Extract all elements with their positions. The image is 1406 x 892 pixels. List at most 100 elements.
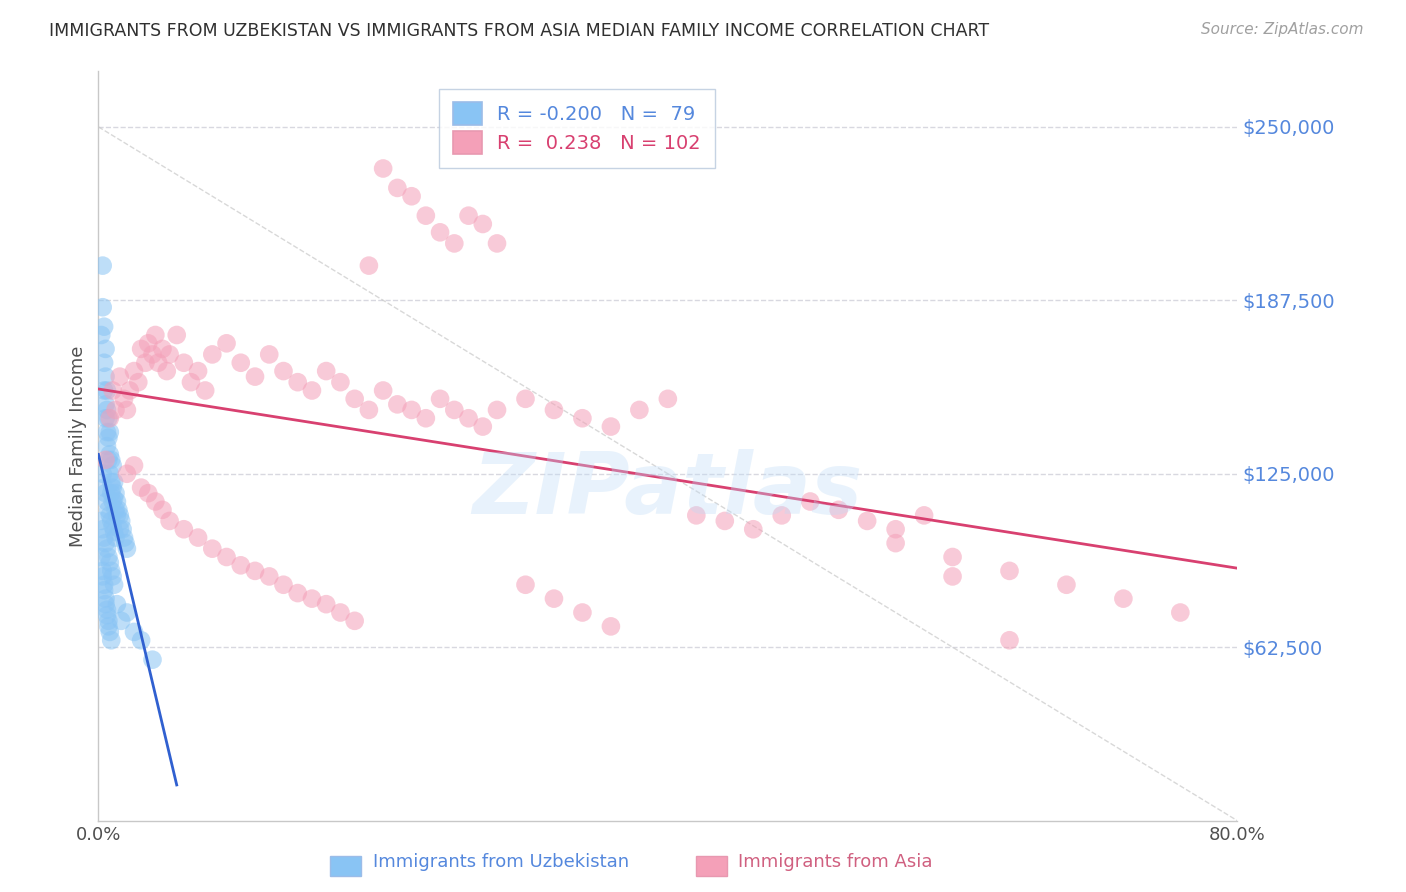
Point xyxy=(329,606,352,620)
Point xyxy=(373,161,395,176)
Point xyxy=(118,384,141,398)
Point xyxy=(628,403,651,417)
Point xyxy=(101,494,124,508)
Point xyxy=(110,614,132,628)
Point xyxy=(108,369,131,384)
Point xyxy=(98,508,121,523)
Point xyxy=(243,369,266,384)
Point xyxy=(112,392,135,406)
Point xyxy=(515,392,537,406)
Point xyxy=(429,225,451,239)
Point xyxy=(387,397,409,411)
Point xyxy=(100,475,122,489)
Point xyxy=(111,522,134,536)
Point xyxy=(93,356,115,370)
Point xyxy=(94,536,117,550)
Point xyxy=(187,531,209,545)
Point xyxy=(180,375,202,389)
Point xyxy=(97,411,120,425)
Point xyxy=(152,342,174,356)
Point xyxy=(373,384,395,398)
Point xyxy=(486,236,509,251)
Point xyxy=(515,578,537,592)
Point xyxy=(742,522,765,536)
Point xyxy=(96,494,118,508)
Point xyxy=(91,564,114,578)
Point xyxy=(108,508,131,523)
Point xyxy=(100,453,122,467)
Point xyxy=(229,356,252,370)
Point xyxy=(942,549,965,564)
Point xyxy=(97,614,120,628)
Point xyxy=(100,564,122,578)
Legend: R = -0.200   N =  79, R =  0.238   N = 102: R = -0.200 N = 79, R = 0.238 N = 102 xyxy=(439,88,714,168)
Point xyxy=(828,503,851,517)
Point xyxy=(98,411,121,425)
Text: ZIPatlas: ZIPatlas xyxy=(472,450,863,533)
Point xyxy=(387,181,409,195)
Point xyxy=(90,549,112,564)
Point xyxy=(401,189,423,203)
Point xyxy=(315,364,337,378)
Point xyxy=(243,564,266,578)
Point xyxy=(145,328,167,343)
Point xyxy=(105,597,128,611)
Point xyxy=(998,564,1021,578)
Point xyxy=(471,217,494,231)
Point xyxy=(104,403,127,417)
Point xyxy=(770,508,793,523)
Point xyxy=(101,519,124,533)
Point xyxy=(97,503,120,517)
Point xyxy=(98,624,121,639)
Point xyxy=(122,364,145,378)
Point xyxy=(98,447,121,461)
Point xyxy=(215,336,238,351)
Point xyxy=(93,583,115,598)
Point xyxy=(543,591,565,606)
Point xyxy=(136,336,159,351)
Point xyxy=(457,411,479,425)
Point xyxy=(101,569,124,583)
Point xyxy=(343,614,366,628)
Point xyxy=(156,364,179,378)
Point xyxy=(115,541,138,556)
Point xyxy=(122,458,145,473)
Point xyxy=(145,494,167,508)
Point xyxy=(315,597,337,611)
Point xyxy=(90,328,112,343)
Point xyxy=(301,384,323,398)
Point xyxy=(100,486,122,500)
Point xyxy=(443,403,465,417)
Point xyxy=(105,494,128,508)
Point xyxy=(114,536,136,550)
Point xyxy=(100,633,122,648)
Point xyxy=(942,569,965,583)
Point xyxy=(571,411,593,425)
Point xyxy=(115,467,138,481)
Point xyxy=(600,419,623,434)
Point xyxy=(357,259,380,273)
Point xyxy=(301,591,323,606)
Point xyxy=(166,328,188,343)
Text: Immigrants from Uzbekistan: Immigrants from Uzbekistan xyxy=(373,853,628,871)
Point xyxy=(94,591,117,606)
Point xyxy=(104,503,127,517)
Point xyxy=(159,514,181,528)
Point xyxy=(856,514,879,528)
Point xyxy=(96,439,118,453)
Point xyxy=(110,514,132,528)
Point xyxy=(714,514,737,528)
Point xyxy=(799,494,821,508)
Point xyxy=(96,403,118,417)
Point xyxy=(101,458,124,473)
Point xyxy=(94,411,117,425)
Point xyxy=(1056,578,1078,592)
Point xyxy=(273,578,295,592)
Point xyxy=(98,556,121,570)
Bar xyxy=(330,856,361,876)
Point xyxy=(107,503,129,517)
Point xyxy=(600,619,623,633)
Point xyxy=(357,403,380,417)
Point xyxy=(912,508,935,523)
Point xyxy=(129,342,152,356)
